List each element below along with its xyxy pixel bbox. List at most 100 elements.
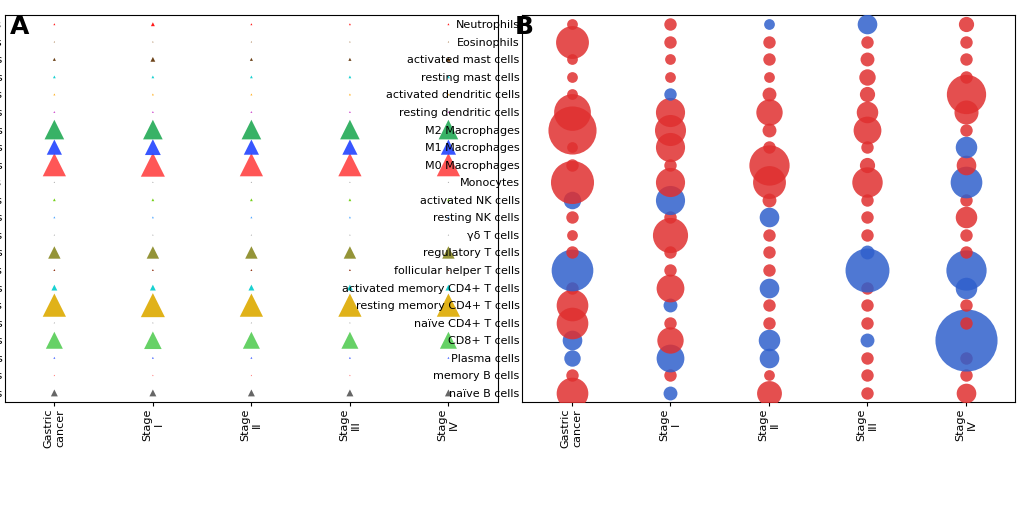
Point	[46, 266, 62, 274]
Point	[562, 389, 579, 397]
Point	[858, 73, 874, 81]
Point	[661, 248, 678, 256]
Point	[760, 161, 776, 169]
Point	[145, 301, 161, 309]
Point	[46, 231, 62, 239]
Point	[858, 266, 874, 274]
Point	[957, 248, 973, 256]
Point	[858, 126, 874, 134]
Point	[760, 20, 776, 28]
Point	[440, 90, 457, 98]
Point	[440, 354, 457, 362]
Point	[957, 196, 973, 204]
Point	[46, 90, 62, 98]
Point	[145, 178, 161, 186]
Point	[46, 20, 62, 28]
Point	[341, 126, 358, 134]
Point	[858, 389, 874, 397]
Point	[46, 389, 62, 397]
Point	[243, 354, 259, 362]
Point	[562, 319, 579, 327]
Point	[243, 126, 259, 134]
Point	[661, 231, 678, 239]
Point	[957, 90, 973, 98]
Point	[243, 371, 259, 380]
Point	[46, 73, 62, 81]
Point	[760, 248, 776, 256]
Point	[341, 38, 358, 46]
Point	[858, 283, 874, 291]
Point	[562, 248, 579, 256]
Point	[440, 73, 457, 81]
Point	[661, 55, 678, 63]
Point	[341, 248, 358, 256]
Point	[440, 38, 457, 46]
Point	[760, 108, 776, 116]
Point	[341, 90, 358, 98]
Point	[858, 301, 874, 309]
Point	[341, 371, 358, 380]
Point	[661, 283, 678, 291]
Point	[46, 371, 62, 380]
Point	[957, 73, 973, 81]
Point	[661, 90, 678, 98]
Point	[661, 371, 678, 380]
Point	[661, 301, 678, 309]
Point	[957, 20, 973, 28]
Point	[341, 143, 358, 151]
Point	[243, 38, 259, 46]
Point	[957, 178, 973, 186]
Point	[440, 55, 457, 63]
Point	[341, 20, 358, 28]
Point	[145, 389, 161, 397]
Point	[46, 108, 62, 116]
Point	[858, 336, 874, 345]
Point	[46, 126, 62, 134]
Point	[440, 266, 457, 274]
Point	[145, 20, 161, 28]
Point	[957, 319, 973, 327]
Point	[760, 371, 776, 380]
Point	[341, 354, 358, 362]
Point	[243, 108, 259, 116]
Point	[661, 161, 678, 169]
Point	[957, 38, 973, 46]
Point	[760, 319, 776, 327]
Point	[760, 213, 776, 221]
Point	[562, 213, 579, 221]
Point	[858, 143, 874, 151]
Point	[341, 266, 358, 274]
Point	[957, 231, 973, 239]
Point	[957, 126, 973, 134]
Point	[145, 161, 161, 169]
Point	[562, 55, 579, 63]
Point	[145, 231, 161, 239]
Point	[440, 301, 457, 309]
Point	[243, 231, 259, 239]
Point	[243, 178, 259, 186]
Point	[341, 178, 358, 186]
Point	[957, 143, 973, 151]
Point	[46, 319, 62, 327]
Point	[440, 248, 457, 256]
Point	[562, 90, 579, 98]
Point	[440, 108, 457, 116]
Point	[858, 108, 874, 116]
Point	[145, 336, 161, 345]
Point	[760, 301, 776, 309]
Point	[760, 73, 776, 81]
Point	[440, 143, 457, 151]
Point	[145, 196, 161, 204]
Point	[562, 143, 579, 151]
Point	[760, 196, 776, 204]
Point	[145, 283, 161, 291]
Point	[957, 213, 973, 221]
Point	[46, 196, 62, 204]
Point	[145, 143, 161, 151]
Point	[341, 231, 358, 239]
Point	[562, 161, 579, 169]
Point	[562, 301, 579, 309]
Point	[858, 178, 874, 186]
Point	[46, 336, 62, 345]
Point	[760, 266, 776, 274]
